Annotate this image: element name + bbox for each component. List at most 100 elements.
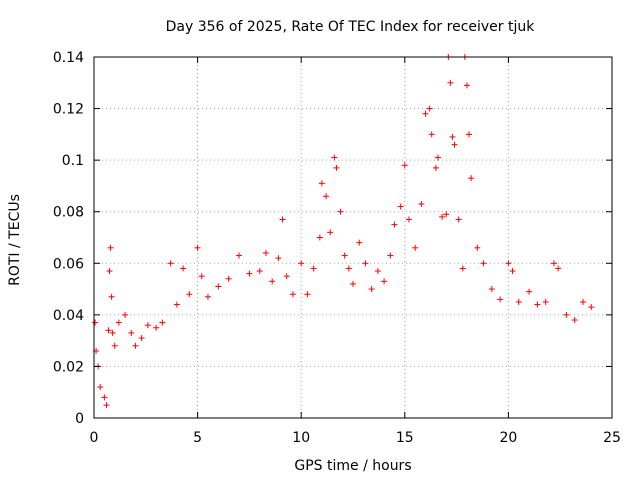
data-point bbox=[107, 244, 114, 251]
y-axis-label: ROTI / TECUs bbox=[7, 194, 23, 286]
data-point bbox=[488, 286, 495, 293]
data-point bbox=[455, 216, 462, 223]
data-point bbox=[356, 239, 363, 246]
data-point bbox=[132, 342, 139, 349]
data-point bbox=[555, 265, 562, 272]
data-point bbox=[323, 193, 330, 200]
data-point bbox=[159, 319, 166, 326]
data-point bbox=[474, 244, 481, 251]
data-point bbox=[509, 268, 516, 275]
data-point bbox=[397, 203, 404, 210]
data-point bbox=[111, 342, 118, 349]
data-point bbox=[304, 291, 311, 298]
plot-frame bbox=[93, 56, 613, 419]
data-point bbox=[310, 265, 317, 272]
data-point bbox=[103, 402, 110, 409]
data-point bbox=[412, 244, 419, 251]
data-point bbox=[447, 79, 454, 86]
data-point bbox=[451, 141, 458, 148]
data-point bbox=[97, 384, 104, 391]
grid-layer bbox=[94, 57, 612, 418]
data-point bbox=[426, 105, 433, 112]
data-point bbox=[144, 322, 151, 329]
data-point bbox=[106, 268, 113, 275]
data-point bbox=[115, 319, 122, 326]
data-point bbox=[289, 291, 296, 298]
data-point bbox=[422, 110, 429, 117]
data-point bbox=[316, 234, 323, 241]
data-point bbox=[515, 298, 522, 305]
data-point bbox=[579, 298, 586, 305]
data-point bbox=[198, 273, 205, 280]
data-point bbox=[153, 324, 160, 331]
data-point bbox=[418, 200, 425, 207]
data-point bbox=[468, 175, 475, 182]
data-point bbox=[391, 221, 398, 228]
data-point bbox=[405, 216, 412, 223]
y-tick-label: 0.04 bbox=[53, 308, 84, 324]
x-tick-label: 5 bbox=[193, 430, 202, 446]
data-point bbox=[275, 255, 282, 262]
data-point bbox=[526, 288, 533, 295]
data-point bbox=[333, 164, 340, 171]
data-point bbox=[138, 335, 145, 342]
x-tick-label: 25 bbox=[603, 430, 621, 446]
data-point bbox=[173, 301, 180, 308]
data-point bbox=[256, 268, 263, 275]
data-point bbox=[318, 180, 325, 187]
data-point bbox=[283, 273, 290, 280]
data-point bbox=[92, 319, 99, 326]
data-point bbox=[401, 162, 408, 169]
data-point bbox=[128, 329, 135, 336]
data-point bbox=[443, 211, 450, 218]
data-point bbox=[109, 329, 116, 336]
data-point bbox=[298, 260, 305, 267]
data-point bbox=[331, 154, 338, 161]
data-point bbox=[463, 82, 470, 89]
y-tick-label: 0.14 bbox=[53, 50, 84, 66]
data-point bbox=[550, 260, 557, 267]
data-point bbox=[215, 283, 222, 290]
data-point bbox=[167, 260, 174, 267]
data-point bbox=[459, 265, 466, 272]
data-point bbox=[571, 317, 578, 324]
data-point bbox=[381, 278, 388, 285]
data-point bbox=[497, 296, 504, 303]
y-tick-label: 0.06 bbox=[53, 256, 84, 272]
data-point bbox=[449, 133, 456, 140]
chart-title: Day 356 of 2025, Rate Of TEC Index for r… bbox=[166, 19, 536, 35]
x-tick-label: 0 bbox=[90, 430, 99, 446]
data-point bbox=[337, 208, 344, 215]
data-point bbox=[279, 216, 286, 223]
data-point bbox=[204, 293, 211, 300]
x-axis-label: GPS time / hours bbox=[294, 458, 411, 474]
data-point bbox=[350, 280, 356, 287]
data-point bbox=[236, 252, 243, 259]
ticks-layer: 0 5 10 15 20 25 0 0.02 0.04 0.06 0.08 0.1 0.12 0.14 bbox=[53, 50, 621, 446]
data-point bbox=[368, 286, 375, 293]
y-tick-label: 0.12 bbox=[53, 102, 84, 118]
data-point bbox=[186, 291, 193, 298]
data-point bbox=[246, 270, 253, 277]
data-point bbox=[563, 311, 570, 318]
data-point bbox=[480, 260, 487, 267]
data-point bbox=[432, 164, 439, 171]
data-point bbox=[542, 298, 549, 305]
data-point bbox=[588, 304, 595, 311]
data-point bbox=[362, 260, 369, 267]
y-tick-label: 0.1 bbox=[62, 153, 84, 169]
data-point bbox=[534, 301, 541, 308]
data-point bbox=[439, 213, 446, 220]
data-point bbox=[105, 327, 112, 334]
marks-layer bbox=[92, 54, 595, 409]
data-point bbox=[180, 265, 187, 272]
y-tick-label: 0 bbox=[75, 411, 84, 427]
data-point bbox=[434, 154, 441, 161]
data-point bbox=[327, 229, 334, 236]
data-point bbox=[505, 260, 512, 267]
y-tick-label: 0.02 bbox=[53, 359, 84, 375]
data-point bbox=[345, 265, 352, 272]
data-point bbox=[387, 252, 394, 259]
y-tick-label: 0.08 bbox=[53, 205, 84, 221]
